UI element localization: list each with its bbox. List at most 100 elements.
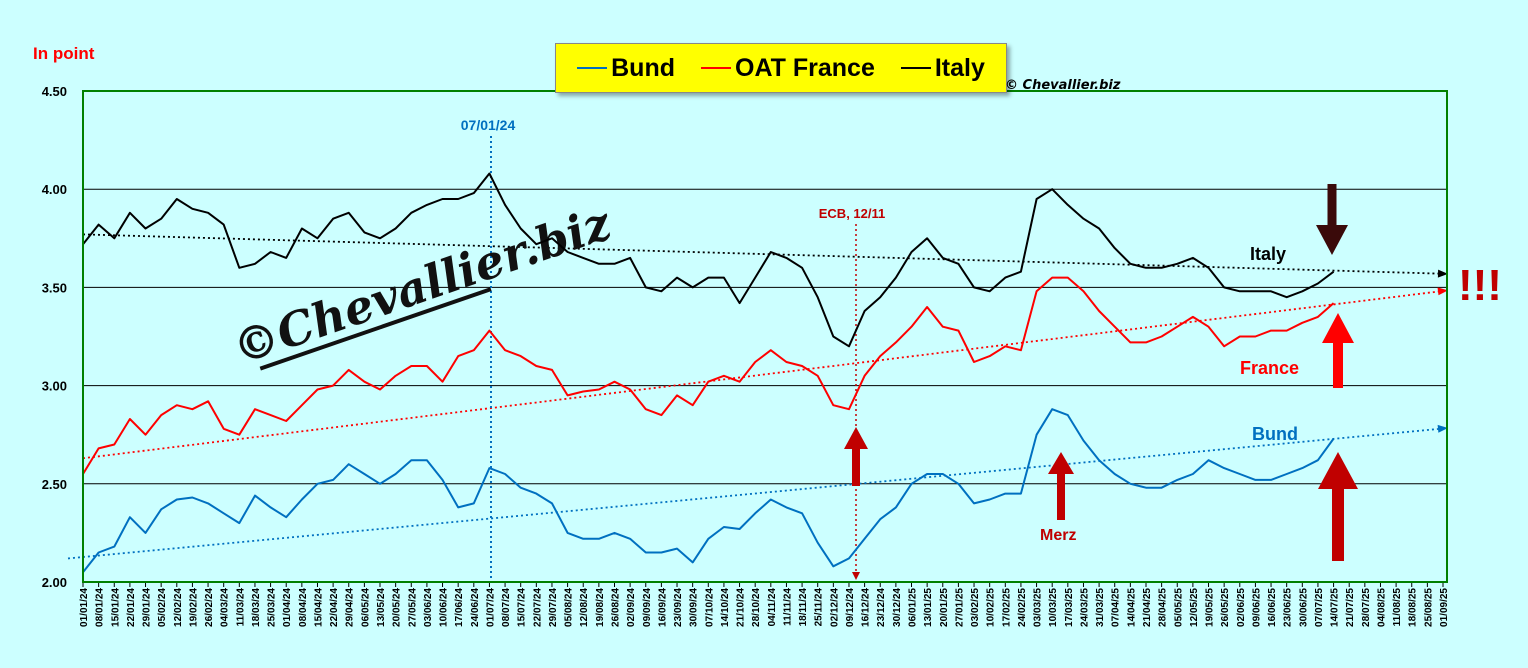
x-tick-label: 06/05/24 xyxy=(360,588,371,627)
legend-item-oat-france: OAT France xyxy=(701,54,875,83)
x-tick-label: 03/02/25 xyxy=(970,588,981,627)
x-tick-label: 24/06/24 xyxy=(470,588,481,627)
france-up-arrow-icon xyxy=(1322,313,1354,388)
x-tick-label: 23/06/25 xyxy=(1283,588,1294,627)
x-tick-label: 11/03/24 xyxy=(235,588,246,627)
y-tick-label: 4.50 xyxy=(42,84,67,99)
x-tick-label: 01/04/24 xyxy=(282,588,293,627)
x-tick-label: 09/06/25 xyxy=(1251,588,1262,627)
x-tick-label: 05/02/24 xyxy=(157,588,168,627)
watermark: ©Chevallier.biz xyxy=(226,195,618,375)
x-tick-label: 02/09/24 xyxy=(626,588,637,627)
date-markers xyxy=(490,136,860,582)
x-tick-label: 29/01/24 xyxy=(142,588,153,627)
x-tick-label: 11/11/24 xyxy=(782,588,793,626)
x-tick-label: 22/07/24 xyxy=(532,588,543,627)
watermark-underline xyxy=(259,287,492,371)
x-tick-label: 02/06/25 xyxy=(1236,588,1247,627)
italy-down-arrow-icon xyxy=(1316,184,1348,255)
x-tick-label: 01/07/24 xyxy=(485,588,496,627)
annotation-arrows xyxy=(844,184,1358,561)
x-tick-label: 14/07/25 xyxy=(1330,588,1341,627)
x-axis-ticks: 01/01/24 08/01/24 15/01/24 22/01/24 29/01/24… xyxy=(79,582,1450,627)
x-tick-label: 24/02/25 xyxy=(1017,588,1028,627)
x-tick-label: 04/03/24 xyxy=(220,588,231,627)
x-tick-label: 15/01/24 xyxy=(110,588,121,627)
x-tick-label: 02/12/24 xyxy=(829,588,840,627)
y-tick-label: 3.00 xyxy=(42,379,67,394)
x-tick-label: 30/12/24 xyxy=(892,588,903,627)
italy-series-line xyxy=(82,172,1335,348)
x-tick-label: 24/03/25 xyxy=(1079,588,1090,627)
x-tick-label: 07/07/25 xyxy=(1314,588,1325,627)
france-trend-arrowhead xyxy=(1437,287,1448,296)
x-tick-label: 20/01/25 xyxy=(939,588,950,627)
italy-trend-arrowhead xyxy=(1437,269,1448,278)
x-tick-label: 16/09/24 xyxy=(657,588,668,627)
x-tick-label: 29/04/24 xyxy=(345,588,356,627)
x-tick-label: 03/06/24 xyxy=(423,588,434,627)
x-tick-label: 10/03/25 xyxy=(1048,588,1059,627)
x-tick-label: 28/10/24 xyxy=(751,588,762,627)
legend-item-italy: Italy xyxy=(900,54,985,83)
x-tick-label: 05/08/24 xyxy=(564,588,575,627)
x-tick-label: 13/05/24 xyxy=(376,588,387,627)
italy-label: Italy xyxy=(1250,244,1286,264)
ecb-up-arrow-icon xyxy=(844,427,868,486)
x-tick-label: 21/10/24 xyxy=(736,588,747,627)
y-axis-ticks: 2.00 2.50 3.00 3.50 4.00 4.50 xyxy=(42,84,67,590)
merz-label: Merz xyxy=(1040,527,1076,544)
bund-trend-arrowhead xyxy=(1437,424,1448,433)
x-tick-label: 26/02/24 xyxy=(204,588,215,627)
x-tick-label: 18/08/25 xyxy=(1408,588,1419,627)
x-tick-label: 04/11/24 xyxy=(767,588,778,627)
bund-trend-line xyxy=(67,427,1441,560)
legend-swatch xyxy=(701,67,731,69)
x-tick-label: 12/08/24 xyxy=(579,588,590,627)
x-tick-label: 14/04/25 xyxy=(1126,588,1137,627)
legend-swatch xyxy=(900,67,931,69)
x-tick-label: 17/06/24 xyxy=(454,588,465,627)
x-tick-label: 26/08/24 xyxy=(610,588,621,627)
x-tick-label: 09/09/24 xyxy=(642,588,653,627)
legend-swatch xyxy=(577,67,608,69)
y-tick-label: 2.50 xyxy=(42,477,67,492)
x-tick-label: 13/01/25 xyxy=(923,588,934,627)
x-tick-label: 31/03/25 xyxy=(1095,588,1106,627)
y-tick-label: 4.00 xyxy=(42,182,67,197)
x-tick-label: 21/04/25 xyxy=(1142,588,1153,627)
france-label: France xyxy=(1240,358,1299,378)
x-tick-label: 17/03/25 xyxy=(1064,588,1075,627)
x-tick-label: 27/01/25 xyxy=(954,588,965,627)
x-tick-label: 25/11/24 xyxy=(814,588,825,627)
legend-item-bund: Bund xyxy=(577,54,675,83)
x-tick-label: 22/04/24 xyxy=(329,588,340,627)
bund-series-line xyxy=(82,408,1335,573)
x-tick-label: 26/05/25 xyxy=(1220,588,1231,627)
x-tick-label: 01/09/25 xyxy=(1439,588,1450,627)
x-tick-label: 19/02/24 xyxy=(188,588,199,627)
x-tick-label: 20/05/24 xyxy=(392,588,403,627)
x-tick-label: 16/06/25 xyxy=(1267,588,1278,627)
legend-label: OAT France xyxy=(735,53,875,82)
x-tick-label: 23/09/24 xyxy=(673,588,684,627)
x-tick-label: 10/02/25 xyxy=(986,588,997,627)
x-tick-label: 25/03/24 xyxy=(267,588,278,627)
france-series-line xyxy=(82,276,1335,475)
x-tick-label: 08/01/24 xyxy=(95,588,106,627)
date-marker-label: 07/01/24 xyxy=(461,117,516,133)
watermark-text: ©Chevallier.biz xyxy=(226,195,618,375)
x-tick-label: 19/08/24 xyxy=(595,588,606,627)
y-axis-unit-label: In point xyxy=(33,44,95,63)
legend-label: Bund xyxy=(611,53,675,82)
x-tick-label: 08/07/24 xyxy=(501,588,512,627)
x-tick-label: 11/08/25 xyxy=(1392,588,1403,627)
x-tick-label: 05/05/25 xyxy=(1173,588,1184,627)
x-tick-label: 10/06/24 xyxy=(439,588,450,627)
trend-lines xyxy=(67,233,1448,560)
x-tick-label: 18/03/24 xyxy=(251,588,262,627)
bund-up-arrow-icon xyxy=(1318,452,1358,561)
x-tick-label: 28/07/25 xyxy=(1361,588,1372,627)
x-tick-label: 15/04/24 xyxy=(313,588,324,627)
